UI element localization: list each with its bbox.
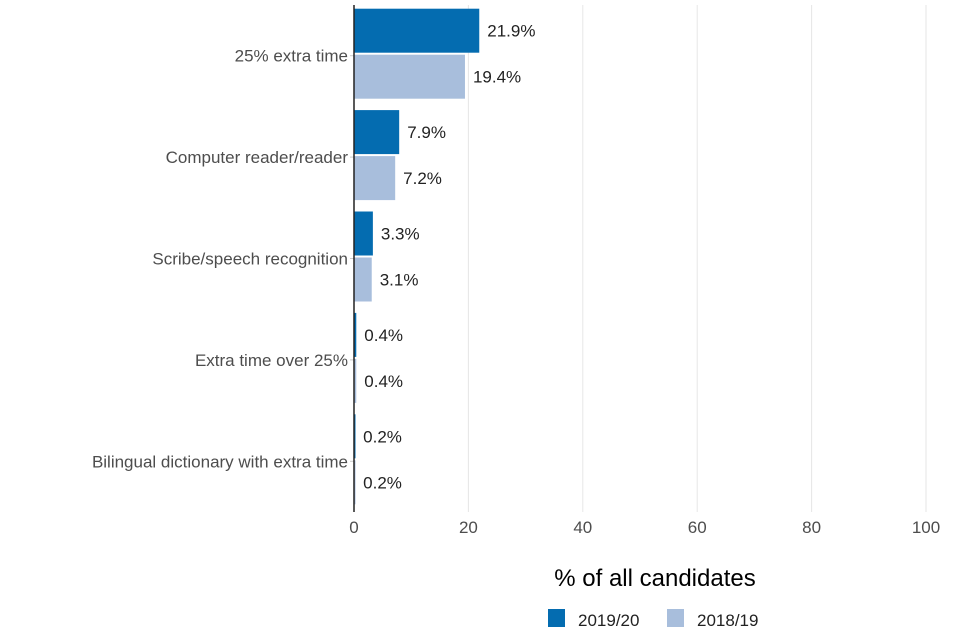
legend: 2019/20 2018/19: [548, 609, 758, 630]
x-tick-labels: 0 20 40 60 80 100: [349, 518, 940, 537]
data-label: 0.2%: [363, 427, 402, 446]
legend-swatch-2019-20: [548, 609, 565, 627]
bar-2019-20: [354, 211, 373, 256]
bar-2019-20: [354, 312, 357, 357]
bar-2018-19: [354, 257, 372, 302]
legend-label-2019-20: 2019/20: [578, 611, 639, 630]
bar-2019-20: [354, 110, 400, 155]
x-tick-label: 100: [912, 518, 940, 537]
data-label: 7.2%: [403, 169, 442, 188]
data-label: 0.4%: [364, 372, 403, 391]
x-tick-label: 60: [688, 518, 707, 537]
gridlines: [467, 5, 927, 512]
bars: 21.9% 19.4% 7.9% 7.2% 3.3% 3.1% 0.4% 0.4% 0.2% 0.…: [354, 8, 535, 505]
data-label: 21.9%: [487, 22, 535, 41]
legend-swatch-2018-19: [667, 609, 684, 627]
category-label: Scribe/speech recognition: [152, 250, 348, 269]
x-tick-label: 40: [573, 518, 592, 537]
data-label: 0.4%: [364, 326, 403, 345]
category-label: 25% extra time: [235, 47, 348, 66]
bar-2018-19: [354, 54, 465, 99]
data-label: 19.4%: [473, 68, 521, 87]
x-axis-title: % of all candidates: [554, 565, 755, 592]
bar-2018-19: [354, 358, 357, 403]
bar-2018-19: [354, 156, 396, 201]
x-tick-label: 0: [349, 518, 358, 537]
data-label: 3.1%: [380, 271, 419, 290]
category-labels: 25% extra time Computer reader/reader Scri…: [92, 47, 354, 471]
data-label: 7.9%: [407, 123, 446, 142]
x-tick-label: 20: [459, 518, 478, 537]
data-label: 0.2%: [363, 473, 402, 492]
category-label: Extra time over 25%: [195, 351, 348, 370]
x-tick-label: 80: [802, 518, 821, 537]
bar-2019-20: [354, 8, 480, 53]
category-label: Computer reader/reader: [166, 148, 349, 167]
data-label: 3.3%: [381, 225, 420, 244]
category-label: Bilingual dictionary with extra time: [92, 452, 348, 471]
legend-label-2018-19: 2018/19: [697, 611, 758, 630]
